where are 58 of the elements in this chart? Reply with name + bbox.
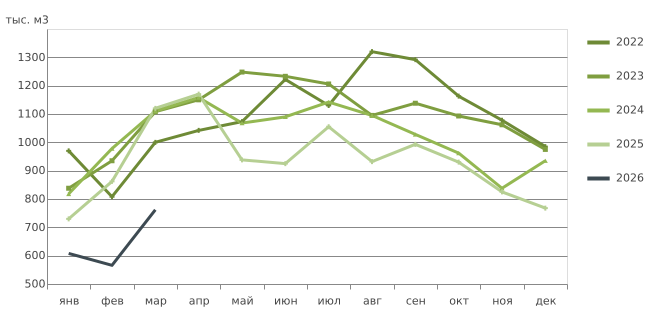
- point: [412, 132, 418, 137]
- point: [66, 192, 72, 196]
- point: [412, 142, 418, 147]
- y-tick-label: 500: [24, 278, 46, 290]
- point: [412, 57, 418, 62]
- x-tick-label: авг: [362, 294, 382, 308]
- point: [110, 178, 114, 184]
- x-tick-label: мар: [144, 294, 167, 308]
- x-tick-label: фев: [101, 294, 124, 308]
- x-tick-label: июн: [274, 294, 298, 308]
- y-tick-label: 1300: [18, 50, 46, 64]
- point: [500, 118, 504, 123]
- point: [110, 194, 114, 200]
- legend-label: 2023: [616, 70, 644, 82]
- point: [542, 206, 548, 211]
- point: [370, 159, 374, 164]
- x-tick-label: сен: [406, 294, 426, 308]
- y-tick-label: 600: [24, 249, 46, 262]
- y-axis-title: тыс. м3: [6, 14, 49, 26]
- x-tick-label: окт: [449, 294, 470, 308]
- point: [66, 186, 72, 191]
- point: [282, 74, 288, 79]
- point: [412, 100, 418, 106]
- y-tick-label: 1100: [18, 108, 46, 120]
- legend-label: 2022: [616, 36, 644, 48]
- point: [326, 124, 332, 130]
- legend-label: 2024: [616, 104, 644, 116]
- y-tick-label: 1200: [18, 79, 46, 92]
- legend-label: 2025: [616, 138, 644, 150]
- x-tick-label: июл: [317, 294, 341, 308]
- point: [66, 148, 72, 154]
- y-tick-label: 800: [24, 192, 46, 206]
- point: [370, 49, 374, 54]
- legend-label: 2026: [616, 172, 644, 184]
- x-tick-label: дек: [535, 294, 557, 308]
- point: [542, 146, 548, 152]
- point: [110, 158, 114, 164]
- y-tick-label: 700: [24, 220, 46, 234]
- y-tick-label: 1000: [18, 136, 46, 149]
- point: [500, 122, 504, 128]
- point: [456, 160, 462, 165]
- point: [456, 94, 462, 99]
- y-tick-label: 900: [24, 164, 46, 178]
- x-tick-label: апр: [188, 294, 210, 308]
- point: [196, 92, 202, 97]
- point: [500, 189, 504, 194]
- point: [282, 114, 288, 119]
- point: [152, 106, 158, 111]
- x-tick-label: ноя: [492, 294, 513, 308]
- point: [66, 216, 72, 222]
- point: [326, 100, 332, 104]
- x-tick-label: янв: [59, 294, 80, 308]
- point: [240, 70, 244, 75]
- point: [196, 128, 202, 133]
- point: [152, 140, 158, 145]
- point: [456, 113, 462, 118]
- x-tick-label: май: [231, 294, 254, 308]
- point: [326, 81, 332, 86]
